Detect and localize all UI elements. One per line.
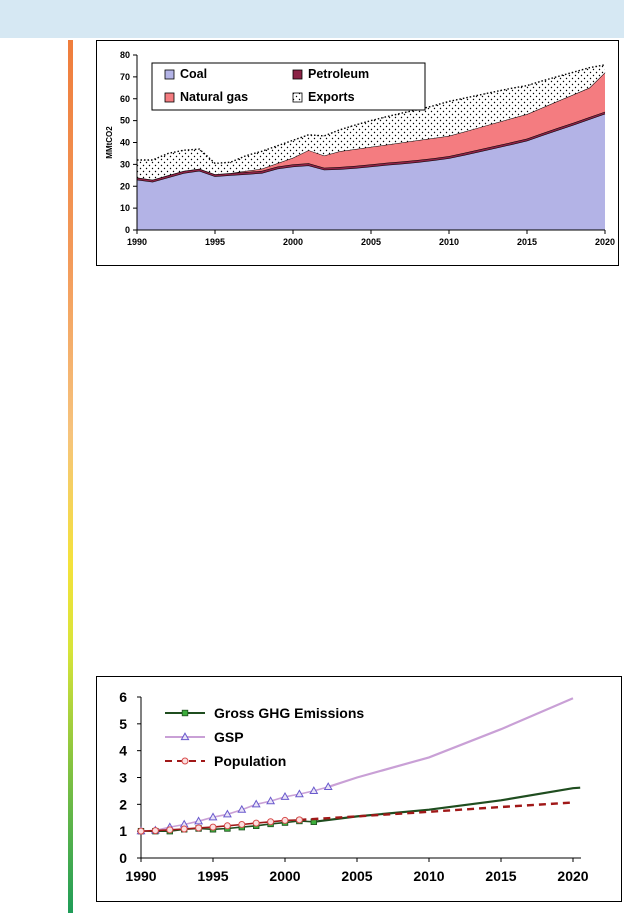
x-tick-label: 1995	[197, 868, 228, 884]
y-tick-label: 3	[119, 770, 127, 786]
legend-box	[151, 62, 426, 111]
marker-gsp	[208, 812, 218, 821]
legend-marker-population	[181, 757, 189, 765]
x-tick-label: 2015	[485, 868, 516, 884]
legend-label-gross-ghg-emissions: Gross GHG Emissions	[214, 705, 364, 721]
x-tick-label: 1990	[127, 237, 147, 247]
x-tick-label: 2010	[413, 868, 444, 884]
marker-population	[223, 822, 231, 830]
marker-population	[151, 827, 159, 835]
legend-swatch-natural-gas	[164, 92, 175, 103]
x-tick-label: 2020	[557, 868, 588, 884]
y-tick-label: 40	[120, 138, 130, 148]
x-tick-label: 2005	[361, 237, 381, 247]
marker-population	[281, 816, 289, 824]
area-coal	[137, 113, 605, 230]
area-edge-exports	[137, 64, 606, 165]
line-projected-gsp	[327, 697, 574, 788]
y-tick-label: 0	[125, 225, 130, 235]
y-tick-label: 80	[120, 50, 130, 60]
y-tick-label: 60	[120, 94, 130, 104]
x-tick-label: 2005	[341, 868, 372, 884]
y-axis-label: MMtCO2	[105, 126, 114, 159]
top-color-band	[0, 0, 624, 38]
marker-gsp	[251, 799, 261, 808]
legend-label-petroleum: Petroleum	[308, 67, 369, 81]
marker-gsp	[222, 809, 232, 818]
area-natural-gas	[137, 72, 605, 180]
growth-index-svg: 0 1 2 3 4 5 6 1990 1995 2000 2005 2010 2015 2020 Gross…	[119, 689, 589, 884]
line-projected-population	[299, 801, 574, 822]
x-tick-label: 1990	[125, 868, 156, 884]
x-tick-label: 2010	[439, 237, 459, 247]
marker-gsp	[309, 786, 319, 795]
y-tick-label: 2	[119, 796, 127, 812]
y-tick-label: 30	[120, 159, 130, 169]
y-tick-label: 5	[119, 716, 127, 732]
y-tick-label: 0	[119, 850, 127, 866]
legend-label-exports: Exports	[308, 90, 355, 104]
legend-label-natural-gas: Natural gas	[180, 90, 248, 104]
marker-gsp	[294, 789, 304, 798]
legend-marker-gross-ghg-emissions	[181, 709, 189, 717]
legend-swatch-coal	[164, 69, 175, 80]
marker-gsp	[266, 796, 276, 805]
y-tick-label: 70	[120, 72, 130, 82]
marker-population	[137, 827, 145, 835]
side-gradient-bar	[68, 40, 73, 913]
y-tick-label: 1	[119, 823, 127, 839]
legend-swatch-petroleum	[292, 69, 303, 80]
x-tick-label: 2015	[517, 237, 537, 247]
marker-population	[180, 825, 188, 833]
y-tick-label: 10	[120, 203, 130, 213]
legend-swatch-exports	[292, 92, 303, 103]
y-tick-label: 50	[120, 116, 130, 126]
legend-label-coal: Coal	[180, 67, 207, 81]
marker-gsp	[194, 816, 204, 825]
emissions-by-fuel-svg: 0 10 20 30 40 50 60 70 80 1990 1995 2000 2005 2010 201…	[105, 50, 615, 247]
marker-population	[195, 824, 203, 832]
x-tick-label: 1995	[205, 237, 225, 247]
emissions-by-fuel-chart: 0 10 20 30 40 50 60 70 80 1990 1995 2000 2005 2010 201…	[96, 40, 619, 266]
y-tick-label: 20	[120, 181, 130, 191]
growth-index-chart: 0 1 2 3 4 5 6 1990 1995 2000 2005 2010 2015 2020 Gross…	[96, 676, 622, 902]
y-tick-label: 4	[119, 743, 127, 759]
x-tick-label: 2000	[269, 868, 300, 884]
marker-population	[267, 818, 275, 826]
legend-label-gsp: GSP	[214, 729, 244, 745]
marker-gsp	[323, 782, 333, 790]
x-tick-label: 2000	[283, 237, 303, 247]
marker-population	[252, 819, 260, 827]
marker-population	[238, 820, 246, 828]
marker-population	[166, 826, 174, 834]
legend-marker-gsp	[180, 732, 190, 741]
legend-label-population: Population	[214, 753, 286, 769]
x-tick-label: 2020	[595, 237, 615, 247]
marker-gsp	[280, 792, 290, 800]
marker-gsp	[237, 804, 247, 813]
y-tick-label: 6	[119, 689, 127, 705]
marker-population	[295, 816, 303, 824]
marker-population	[209, 823, 217, 831]
